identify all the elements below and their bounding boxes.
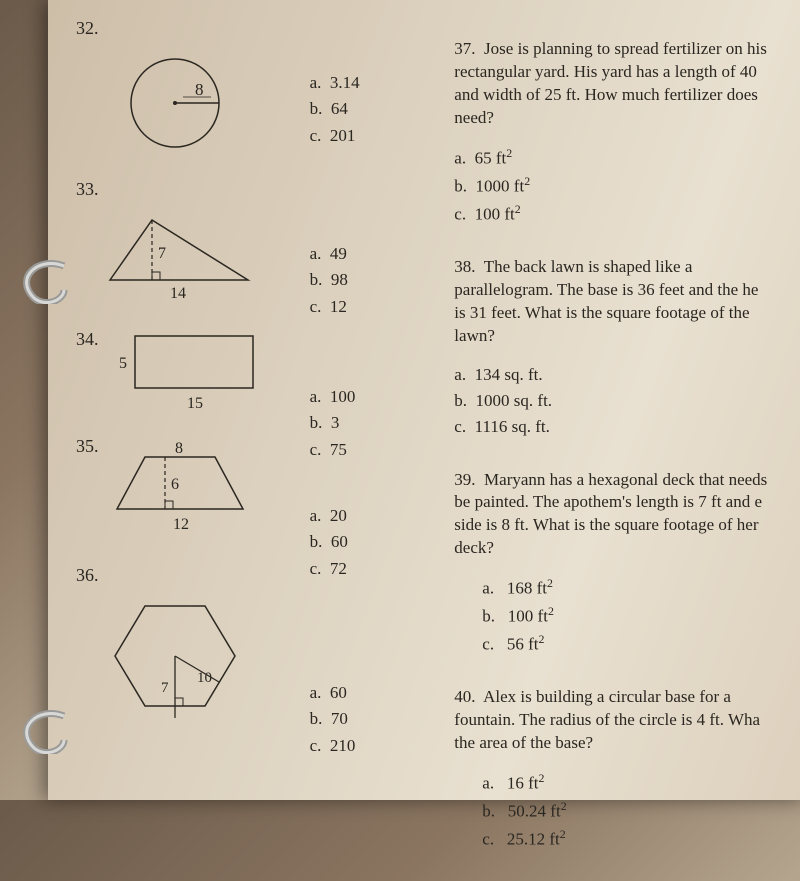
- problem-32: 32. 8: [76, 18, 274, 155]
- choices-39: a. 168 ft2 b. 100 ft2 c. 56 ft2: [454, 574, 800, 658]
- svg-text:14: 14: [170, 285, 186, 300]
- hexagon-figure: 7 10: [76, 592, 274, 722]
- problem-number: 33.: [76, 179, 274, 200]
- choices-36: a. 60 b. 70 c. 210: [310, 680, 419, 759]
- choice-a: a. 49: [310, 241, 419, 267]
- choices-34: a. 100 b. 3 c. 75: [310, 384, 419, 463]
- choice-a: a. 65 ft2: [454, 144, 800, 172]
- choice-c: c. 25.12 ft2: [482, 825, 800, 853]
- choice-b: b. 70: [310, 706, 419, 732]
- svg-text:7: 7: [161, 680, 169, 696]
- binder-ring-top: [18, 260, 70, 304]
- choice-b: b. 1000 sq. ft.: [454, 388, 800, 414]
- choice-c: c. 210: [310, 733, 419, 759]
- choice-c: c. 100 ft2: [454, 200, 800, 228]
- problem-33: 33. 7 14: [76, 179, 274, 301]
- choice-a: a. 60: [310, 680, 419, 706]
- problem-40: 40. Alex is building a circular base for…: [454, 686, 800, 853]
- rectangle-figure: 5 15: [76, 332, 274, 412]
- choice-c: c. 56 ft2: [482, 630, 800, 658]
- choice-a: a. 134 sq. ft.: [454, 362, 800, 388]
- choice-a: a. 16 ft2: [482, 769, 800, 797]
- choice-b: b. 1000 ft2: [454, 172, 800, 200]
- worksheet-page: 32. 8 33.: [48, 0, 800, 800]
- choice-b: b. 100 ft2: [482, 602, 800, 630]
- radius-label: 8: [195, 80, 204, 99]
- svg-text:10: 10: [197, 670, 212, 686]
- choice-a: a. 20: [310, 503, 419, 529]
- trapezoid-figure: 8 6 12: [76, 441, 274, 541]
- choice-a: a. 100: [310, 384, 419, 410]
- problem-34: 34. 5 15: [76, 329, 274, 412]
- problem-35: 35. 8 6 12: [76, 436, 274, 541]
- svg-text:5: 5: [119, 355, 127, 372]
- svg-text:8: 8: [175, 441, 183, 457]
- figures-column: 32. 8 33.: [76, 18, 274, 881]
- svg-text:15: 15: [187, 395, 203, 412]
- choice-c: c. 201: [310, 123, 419, 149]
- left-choices-column: a. 3.14 b. 64 c. 201 a. 49 b. 98 c. 12 a…: [310, 18, 419, 881]
- choice-c: c. 1116 sq. ft.: [454, 414, 800, 440]
- svg-text:6: 6: [171, 476, 179, 493]
- choice-c: c. 72: [310, 556, 419, 582]
- word-problems-column: 37. Jose is planning to spread fertilize…: [454, 38, 800, 881]
- problem-36: 36. 7 10: [76, 565, 274, 722]
- choices-32: a. 3.14 b. 64 c. 201: [310, 70, 419, 149]
- choice-c: c. 12: [310, 294, 419, 320]
- problem-stem: 40. Alex is building a circular base for…: [454, 686, 800, 755]
- svg-text:7: 7: [158, 245, 166, 262]
- binder-ring-bottom: [18, 710, 70, 754]
- problem-number: 32.: [76, 18, 274, 39]
- problem-38: 38. The back lawn is shaped like a paral…: [454, 256, 800, 441]
- choice-a: a. 3.14: [310, 70, 419, 96]
- triangle-figure: 7 14: [76, 206, 274, 301]
- choices-37: a. 65 ft2 b. 1000 ft2 c. 100 ft2: [454, 144, 800, 228]
- choices-35: a. 20 b. 60 c. 72: [310, 503, 419, 582]
- problem-stem: 38. The back lawn is shaped like a paral…: [454, 256, 800, 348]
- choice-b: b. 50.24 ft2: [482, 797, 800, 825]
- choice-a: a. 168 ft2: [482, 574, 800, 602]
- problem-stem: 39. Maryann has a hexagonal deck that ne…: [454, 469, 800, 561]
- problem-37: 37. Jose is planning to spread fertilize…: [454, 38, 800, 228]
- choices-40: a. 16 ft2 b. 50.24 ft2 c. 25.12 ft2: [454, 769, 800, 853]
- choice-b: b. 98: [310, 267, 419, 293]
- svg-text:12: 12: [173, 516, 189, 533]
- choices-38: a. 134 sq. ft. b. 1000 sq. ft. c. 1116 s…: [454, 362, 800, 441]
- problem-number: 36.: [76, 565, 274, 586]
- choice-b: b. 3: [310, 410, 419, 436]
- choice-b: b. 64: [310, 96, 419, 122]
- problem-39: 39. Maryann has a hexagonal deck that ne…: [454, 469, 800, 659]
- circle-figure: 8: [76, 45, 274, 155]
- choices-33: a. 49 b. 98 c. 12: [310, 241, 419, 320]
- choice-b: b. 60: [310, 529, 419, 555]
- problem-stem: 37. Jose is planning to spread fertilize…: [454, 38, 800, 130]
- choice-c: c. 75: [310, 437, 419, 463]
